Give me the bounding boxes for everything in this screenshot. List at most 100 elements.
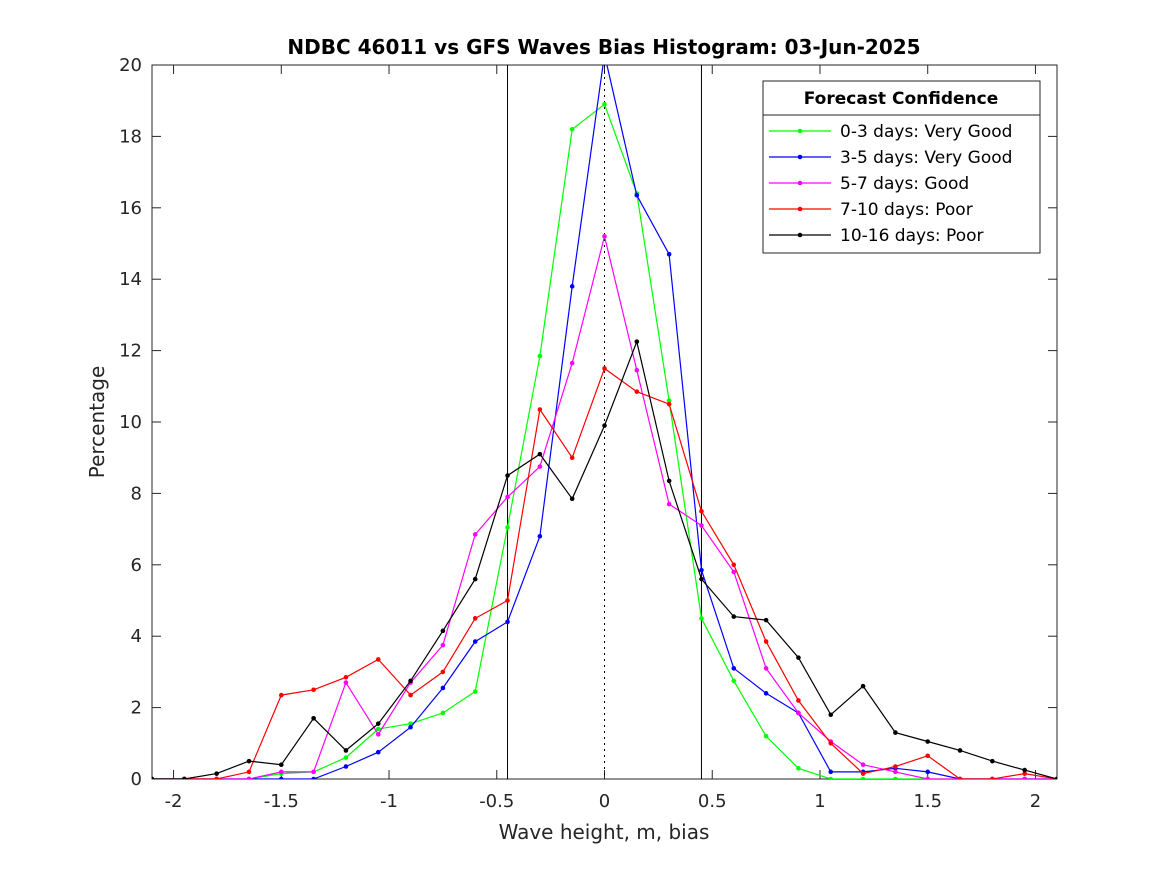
- series-point-4: [731, 614, 737, 619]
- series-point-1: [505, 619, 510, 625]
- series-point-1: [311, 776, 316, 779]
- series-point-4: [537, 451, 543, 457]
- series-point-2: [731, 569, 737, 575]
- series-point-0: [343, 755, 349, 760]
- legend-swatch-marker: [797, 232, 803, 238]
- series-point-4: [569, 496, 575, 502]
- legend-title: Forecast Confidence: [804, 89, 999, 109]
- legend-entry-label: 5-7 days: Good: [840, 174, 969, 194]
- series-point-1: [343, 764, 349, 769]
- series-point-1: [440, 685, 446, 691]
- series-point-3: [925, 753, 931, 759]
- series-point-2: [311, 769, 316, 775]
- series-point-4: [214, 771, 219, 776]
- legend-entry-label: 0-3 days: Very Good: [840, 122, 1012, 142]
- x-tick-label: 1.5: [913, 791, 942, 812]
- x-tick-label: -1: [380, 791, 398, 812]
- series-point-3: [860, 771, 866, 776]
- series-point-2: [375, 732, 381, 737]
- series-point-3: [957, 776, 963, 779]
- series-point-3: [1022, 771, 1027, 776]
- series-point-3: [472, 616, 478, 621]
- series-point-0: [763, 733, 769, 739]
- y-tick-label: 0: [131, 769, 142, 790]
- series-point-3: [569, 455, 575, 461]
- series-point-4: [990, 758, 995, 764]
- series-point-0: [569, 126, 575, 132]
- series-point-4: [763, 617, 769, 623]
- series-point-2: [569, 360, 575, 366]
- series-point-1: [569, 284, 575, 289]
- series-point-4: [925, 739, 931, 744]
- series-point-0: [731, 678, 737, 684]
- legend-frame: [762, 80, 1041, 254]
- legend-entry-label: 3-5 days: Very Good: [840, 148, 1012, 168]
- series-point-1: [537, 533, 543, 539]
- series-point-0: [375, 726, 381, 732]
- series-point-4: [311, 716, 316, 721]
- series-point-0: [893, 776, 898, 779]
- legend-swatch-marker: [797, 154, 803, 160]
- series-line-1: [152, 65, 1057, 779]
- x-tick-label: -0.5: [479, 791, 514, 812]
- series-point-0: [666, 398, 672, 403]
- series-point-1: [472, 639, 478, 644]
- series-point-4: [860, 683, 866, 689]
- series-point-0: [796, 765, 801, 771]
- series-point-3: [796, 698, 801, 703]
- y-tick-label: 6: [131, 555, 142, 576]
- series-point-3: [731, 562, 737, 568]
- data-series-group: [152, 65, 1057, 779]
- series-point-0: [408, 721, 413, 726]
- series-point-1: [634, 193, 640, 198]
- series-point-4: [408, 678, 413, 684]
- legend-swatch-marker: [797, 180, 803, 186]
- series-point-0: [537, 353, 543, 359]
- y-tick-label: 18: [119, 126, 142, 147]
- legend-items: 0-3 days: Very Good 3-5 days: Very Good 5-…: [769, 122, 1012, 246]
- series-point-3: [666, 401, 672, 407]
- series-point-1: [828, 769, 834, 775]
- x-tick-label: -2: [165, 791, 183, 812]
- series-point-2: [666, 501, 672, 507]
- series-point-2: [602, 234, 607, 239]
- series-point-3: [440, 669, 446, 675]
- series-point-0: [860, 776, 866, 779]
- y-tick-label: 4: [131, 626, 142, 647]
- series-point-1: [408, 724, 413, 730]
- series-point-3: [311, 687, 316, 693]
- series-point-2: [860, 762, 866, 768]
- series-point-4: [699, 576, 704, 582]
- chart-title: NDBC 46011 vs GFS Waves Bias Histogram: …: [287, 35, 920, 59]
- series-point-0: [602, 101, 607, 107]
- series-point-2: [699, 523, 704, 528]
- series-line-3: [152, 367, 1057, 779]
- legend-entry-label: 7-10 days: Poor: [840, 200, 973, 220]
- series-point-4: [375, 721, 381, 726]
- x-tick-label: -1.5: [264, 791, 299, 812]
- series-point-4: [505, 473, 510, 478]
- series-point-1: [731, 666, 737, 671]
- series-point-0: [699, 616, 704, 621]
- series-point-1: [375, 749, 381, 755]
- series-point-3: [375, 657, 381, 662]
- series-point-3: [828, 741, 834, 746]
- series-point-3: [343, 674, 349, 680]
- y-tick-label: 14: [119, 269, 142, 290]
- series-point-0: [472, 689, 478, 694]
- y-axis-label: Percentage: [85, 366, 109, 479]
- series-point-2: [893, 769, 898, 775]
- series-point-3: [214, 776, 219, 779]
- x-tick-label: 0.5: [698, 791, 727, 812]
- series-point-2: [796, 710, 801, 716]
- series-point-4: [246, 758, 252, 764]
- series-point-1: [925, 769, 931, 775]
- series-point-0: [828, 776, 834, 779]
- series-point-3: [990, 776, 995, 779]
- series-point-1: [763, 691, 769, 696]
- series-point-4: [828, 712, 834, 718]
- series-point-2: [925, 776, 931, 779]
- x-axis-label: Wave height, m, bias: [499, 820, 710, 844]
- series-point-4: [278, 762, 284, 768]
